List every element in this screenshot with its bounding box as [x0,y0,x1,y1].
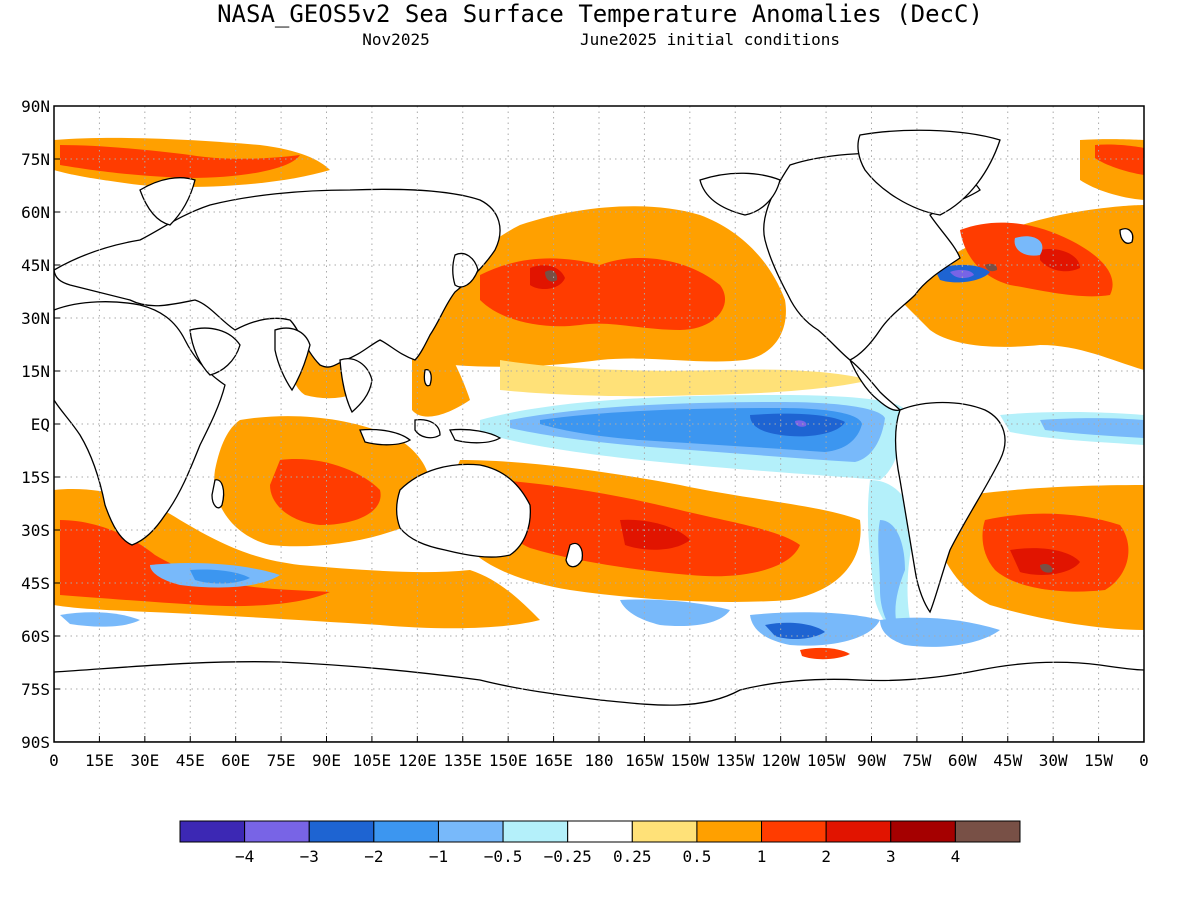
lat-tick-label: 15S [21,468,50,487]
lat-tick-label: EQ [31,415,50,434]
lon-tick-label: 45E [176,751,205,770]
graticule [54,106,1144,742]
sst-anomaly-field [54,137,1144,660]
colorbar: −4 −3 −2 −1 −0.5 −0.25 0.25 0.5 1 2 3 4 [179,820,1021,866]
longitude-axis: 0 15E 30E 45E 60E 75E 90E 105E 120E 135E 150E 165E 1… [49,736,1149,770]
colorbar-label: 2 [821,847,831,866]
colorbar-label: −0.5 [484,847,523,866]
lon-tick-label: 75E [267,751,296,770]
lon-tick-label: 0 [1139,751,1149,770]
lat-tick-label: 60N [21,203,50,222]
colorbar-swatch [890,820,956,843]
lon-tick-label: 90W [857,751,886,770]
lon-tick-label: 30W [1039,751,1068,770]
colorbar-swatch [373,820,439,843]
colorbar-swatch [437,820,504,843]
map-title: NASA_GEOS5v2 Sea Surface Temperature Ano… [217,0,983,28]
lon-tick-label: 135E [443,751,482,770]
lon-tick-label: 150W [671,751,710,770]
colorbar-swatch [631,820,698,843]
lon-tick-label: 120W [761,751,800,770]
lon-tick-label: 120E [398,751,437,770]
colorbar-swatch [502,820,569,843]
colorbar-label: 3 [886,847,896,866]
lon-tick-label: 150E [489,751,528,770]
colorbar-swatch [244,820,310,843]
colorbar-label: −4 [235,847,254,866]
lat-tick-label: 30N [21,309,50,328]
lat-tick-label: 75N [21,150,50,169]
lon-tick-label: 60W [948,751,977,770]
lon-tick-label: 135W [716,751,755,770]
latitude-axis: 90N 75N 60N 45N 30N 15N EQ 15S 30S 45S 60S 75S 90S [21,97,60,752]
colorbar-label: −1 [429,847,448,866]
colorbar-label: −3 [300,847,319,866]
lon-tick-label: 105E [353,751,392,770]
lon-tick-label: 45W [993,751,1022,770]
lon-tick-label: 180 [585,751,614,770]
lat-tick-label: 90N [21,97,50,116]
lon-tick-label: 165W [625,751,664,770]
colorbar-swatch [825,820,892,843]
colorbar-label: 0.25 [613,847,652,866]
lat-tick-label: 90S [21,733,50,752]
colorbar-swatch [308,820,375,843]
map-subtitle-month: Nov2025 [362,30,429,49]
map-plot-area [54,106,1144,742]
lon-tick-label: 165E [534,751,573,770]
colorbar-label: 4 [951,847,961,866]
colorbar-swatch [696,820,763,843]
lon-tick-label: 0 [49,751,59,770]
lon-tick-label: 75W [902,751,931,770]
lat-tick-label: 15N [21,362,50,381]
lon-tick-label: 105W [807,751,846,770]
colorbar-swatch [567,820,633,843]
lon-tick-label: 15W [1084,751,1113,770]
colorbar-label: 0.5 [682,847,711,866]
lon-tick-label: 60E [221,751,250,770]
continent-outlines [54,129,1144,742]
lat-tick-label: 60S [21,627,50,646]
map-subtitle-init: June2025 initial conditions [580,30,840,49]
colorbar-swatch [761,820,827,843]
lon-tick-label: 90E [312,751,341,770]
lon-tick-label: 15E [85,751,114,770]
colorbar-label: −0.25 [544,847,592,866]
colorbar-label: −2 [364,847,383,866]
lat-tick-label: 45N [21,256,50,275]
colorbar-swatch [954,820,1021,843]
lon-tick-label: 30E [130,751,159,770]
colorbar-swatch [179,820,246,843]
lat-tick-label: 75S [21,680,50,699]
lat-tick-label: 30S [21,521,50,540]
lat-tick-label: 45S [21,574,50,593]
colorbar-label: 1 [757,847,767,866]
